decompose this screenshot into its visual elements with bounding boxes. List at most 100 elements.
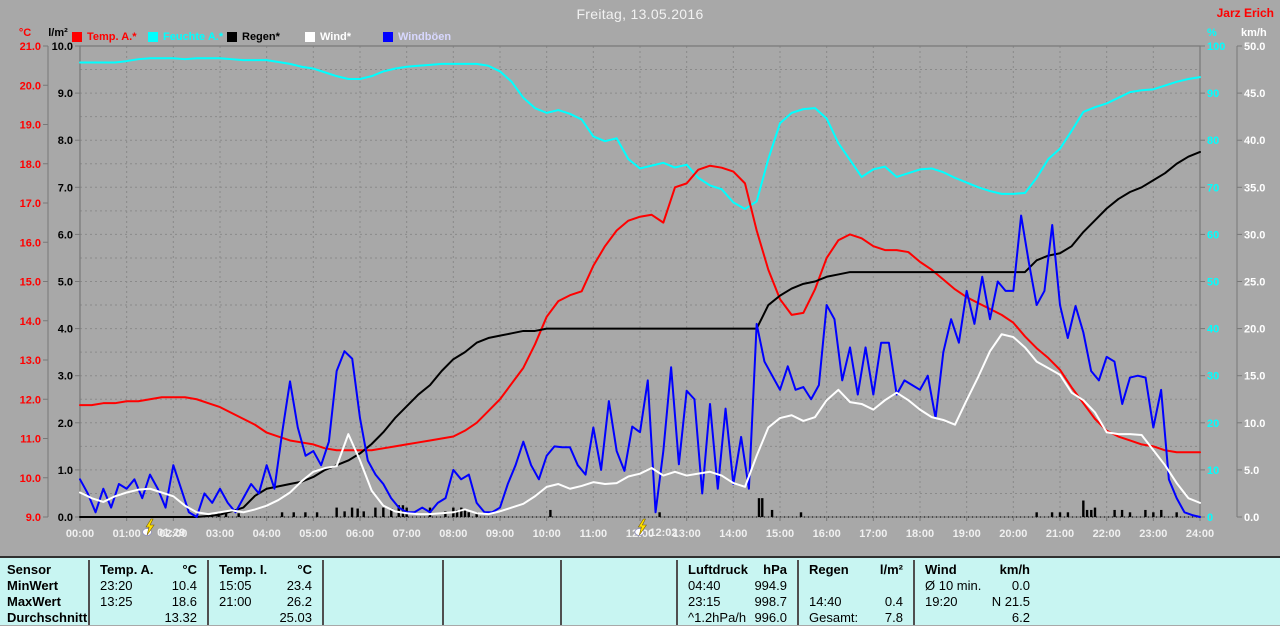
col-time-value: 04:40	[688, 578, 721, 593]
col-time-value: ^1.2hPa/h	[688, 610, 747, 625]
rain-rate-bar	[315, 512, 319, 517]
row-label-durchschnitt: Durchschnitt	[7, 610, 88, 625]
legend-swatch-icon	[305, 32, 315, 42]
rain-rate-bar	[1082, 500, 1085, 517]
col-time-value: 23:20	[100, 578, 133, 593]
table-divider	[560, 560, 562, 625]
rain-rate-bar	[549, 509, 552, 517]
humidity-tick-label: 40	[1207, 324, 1219, 336]
rain-rate-bar	[1050, 512, 1054, 517]
col-value: 26.2	[286, 594, 312, 609]
marker-time-label: 12:02	[649, 527, 677, 539]
chart-panel: 21.0 20.0 19.0 18.0 17.0 16.0 15.0 14.0 13.0 12.0…	[0, 6, 1280, 540]
col-unit: l/m²	[879, 562, 903, 577]
col-header: Temp. A.	[100, 562, 154, 577]
rain-rate-bar	[444, 511, 447, 517]
table-divider	[913, 560, 915, 625]
col-value: 994.9	[754, 578, 787, 593]
legend-label: Wind*	[320, 31, 352, 43]
humidity-tick-label: 10	[1207, 465, 1219, 477]
rain-rate-bar	[1152, 512, 1155, 517]
col-value: 23.4	[286, 578, 312, 593]
weather-chart: 21.0 20.0 19.0 18.0 17.0 16.0 15.0 14.0 13.0 12.0…	[19, 27, 1267, 540]
x-tick-label: 21:00	[1046, 528, 1074, 540]
col-value: 0.4	[884, 594, 903, 609]
rain-rate-bar	[1035, 512, 1038, 517]
x-tick-label: 13:00	[673, 528, 701, 540]
x-tick-label: 18:00	[906, 528, 934, 540]
temp-tick-label: 16.0	[20, 237, 41, 249]
rain-rate-bar	[1066, 512, 1070, 517]
rain-rate-bar	[304, 512, 307, 517]
x-tick-label: 08:00	[439, 528, 467, 540]
rain-rate-bar	[761, 498, 764, 517]
rain-rate-bar	[1160, 509, 1163, 517]
humidity-tick-label: 0	[1207, 512, 1213, 524]
temp-tick-label: 17.0	[20, 198, 41, 210]
temp-tick-label: 12.0	[20, 394, 41, 406]
col-value: 6.2	[1011, 610, 1030, 625]
col-unit: hPa	[763, 562, 787, 577]
daily-stats-table: Sensor MinWert MaxWert Durchschnitt Temp. A.…	[0, 556, 1280, 625]
rain-rate-bar	[1128, 512, 1132, 517]
x-tick-label: 05:00	[299, 528, 327, 540]
table-divider	[797, 560, 799, 625]
legend-item-wind-: Wind*	[305, 30, 351, 44]
rain-rate-bar	[463, 509, 467, 517]
x-tick-label: 06:00	[346, 528, 374, 540]
rain-tick-label: 7.0	[58, 182, 73, 194]
legend-item-regen-: Regen*	[227, 30, 280, 44]
legend-label: Temp. A.*	[87, 31, 137, 43]
legend-swatch-icon	[227, 32, 237, 42]
col-time-value: 13:25	[100, 594, 133, 609]
table-divider	[442, 560, 444, 625]
rain-tick-label: 4.0	[58, 324, 73, 336]
rain-rate-bar	[757, 498, 761, 517]
rain-tick-label: 2.0	[58, 418, 73, 430]
rain-rate-bar	[356, 508, 359, 517]
legend-swatch-icon	[383, 32, 393, 42]
rain-rate-bar	[658, 512, 661, 517]
rain-rate-bar	[475, 512, 478, 517]
station-name: Jarz Erich	[1216, 6, 1274, 20]
rain-rate-bar	[224, 513, 228, 517]
chart-legend: Temp. A.* Feuchte A.* Regen* Wind* Windböen	[0, 30, 1280, 44]
series-line-feuchte-a-	[79, 57, 1201, 210]
humidity-tick-label: 60	[1207, 229, 1219, 241]
marker-lightning-icon	[145, 518, 155, 536]
col-time-value: Gesamt:	[809, 610, 859, 625]
col-value: 0.0	[1011, 578, 1030, 593]
rain-rate-bar	[455, 509, 459, 517]
humidity-axis-title: %	[1207, 27, 1217, 39]
col-header: Luftdruck	[688, 562, 748, 577]
humidity-tick-label: 100	[1207, 41, 1225, 53]
rain-tick-label: 9.0	[58, 88, 73, 100]
x-tick-label: 02:00	[159, 528, 187, 540]
marker-lightning-icon	[637, 518, 647, 536]
rain-rate-bar	[1120, 509, 1124, 517]
x-tick-label: 09:00	[486, 528, 514, 540]
rain-rate-bar	[799, 512, 803, 517]
wind-tick-label: 25.0	[1244, 277, 1265, 289]
marker-time-label: 01:29	[157, 527, 185, 539]
series-line-windb-en	[79, 214, 1201, 518]
row-label-maxwert: MaxWert	[7, 594, 61, 609]
x-tick-label: 20:00	[999, 528, 1027, 540]
rain-rate-bar	[467, 512, 470, 517]
rain-rate-bar	[1113, 509, 1116, 517]
rain-rate-bar	[382, 507, 385, 517]
col-time-value: 19:20	[925, 594, 958, 609]
rain-rate-bar	[390, 508, 393, 517]
rain-tick-label: 0.0	[58, 512, 73, 524]
rain-rate-bar	[343, 511, 346, 517]
legend-swatch-icon	[148, 32, 158, 42]
legend-item-temp-a-: Temp. A.*	[72, 30, 137, 44]
x-tick-label: 16:00	[813, 528, 841, 540]
col-value: 7.8	[884, 610, 903, 625]
legend-swatch-icon	[72, 32, 82, 42]
wind-axis-title: km/h	[1241, 27, 1267, 39]
col-value: 996.0	[754, 610, 787, 625]
row-label-minwert: MinWert	[7, 578, 59, 593]
legend-label: Regen*	[242, 31, 280, 43]
